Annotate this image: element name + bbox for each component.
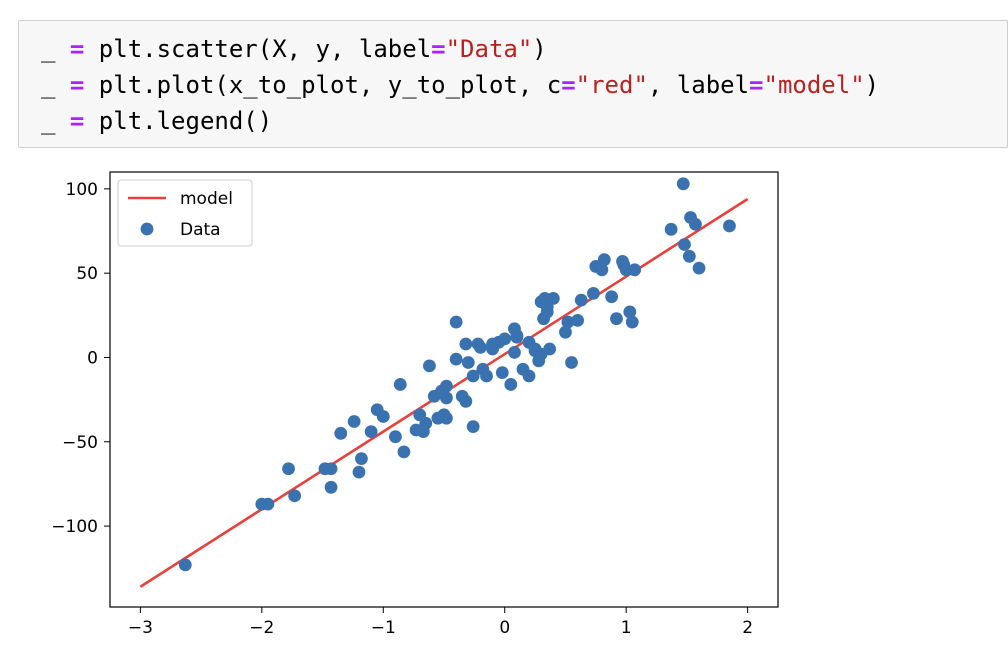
data-point [723,219,736,233]
code-line: _ = plt.legend() [41,103,272,139]
assign-operator: = [69,71,85,99]
data-point [282,462,295,476]
code-token: ) [864,71,880,99]
data-point [510,330,524,344]
assign-operator: = [69,35,85,63]
code-line: _ = plt.scatter(X, y, label="Data") [41,31,547,67]
data-point [178,558,192,572]
data-point [459,394,473,408]
data-point [504,378,518,391]
x-tick-label: −2 [249,618,274,638]
data-point [543,342,557,356]
code-token: , label [647,71,750,99]
data-point [466,420,480,433]
data-point [324,462,338,476]
x-tick-label: −1 [371,618,396,638]
data-point [623,305,637,319]
legend-label-data: Data [180,220,221,240]
data-point [347,415,361,428]
x-tick-label: 1 [621,618,632,638]
data-point [440,379,453,393]
data-point [376,410,390,423]
data-point [466,369,480,383]
data-point [586,286,600,300]
data-point [565,356,578,369]
assign-operator: = [69,107,85,135]
data-point [474,340,487,354]
x-tick-label: 0 [499,618,510,638]
data-point [324,480,338,494]
data-point [689,217,702,231]
axis-ticks: −3 −2 −1 0 1 2 −100 −50 0 50 100 [51,180,753,638]
legend-label-model: model [180,189,233,209]
y-tick-label: 0 [87,348,98,368]
code-token: plt.scatter(X, y, label [84,35,432,63]
data-point [440,411,453,425]
data-point [352,465,366,479]
data-point [423,359,436,373]
legend: model Data [117,179,253,247]
code-token: _ [41,71,70,99]
y-tick-label: 100 [66,180,98,200]
data-point [574,293,588,307]
data-point [508,346,521,359]
string-literal: "model" [763,71,865,99]
data-point [522,369,536,383]
code-token: plt.plot(x_to_plot, y_to_plot, c [84,71,562,99]
data-point [597,253,611,267]
y-tick-label: −50 [62,433,98,453]
y-tick-label: 50 [76,264,98,284]
scatter-plot: −3 −2 −1 0 1 2 −100 −50 0 50 100 model Data [51,171,779,638]
data-point [261,497,275,511]
data-point [605,290,619,304]
data-point [559,325,572,339]
data-point [440,391,453,405]
data-point [664,222,678,236]
data-point [678,238,691,251]
data-point [480,369,493,383]
data-point [449,315,463,329]
code-token: plt.legend() [84,107,273,135]
data-point [389,430,402,444]
y-tick-label: −100 [51,517,98,537]
data-point [495,366,509,380]
string-literal: "red" [575,71,648,99]
data-point [449,352,463,366]
data-point [561,315,575,329]
data-point [355,452,368,466]
code-token: _ [41,107,70,135]
code-token: _ [41,35,70,63]
data-point [334,426,348,440]
data-point [682,249,696,263]
data-point [571,313,584,327]
data-point [459,337,473,351]
data-point [625,315,639,329]
data-point [364,425,378,439]
data-point [288,489,302,503]
data-point [540,305,554,319]
data-point [628,263,642,277]
code-token: ) [532,35,547,63]
legend-marker-swatch [140,222,154,236]
code-cell[interactable]: _ = plt.scatter(X, y, label="Data") _ = … [18,20,1008,148]
data-point [397,445,411,459]
data-point [546,292,560,305]
data-point [676,177,690,191]
assign-operator: = [431,35,446,63]
data-point [610,312,623,326]
x-tick-label: 2 [742,618,753,638]
x-tick-label: −3 [128,618,153,638]
data-point [461,356,475,369]
data-point [595,263,609,277]
plot-area [139,177,749,588]
data-point [419,416,433,430]
data-point [393,378,407,391]
code-line: _ = plt.plot(x_to_plot, y_to_plot, c="re… [41,67,879,103]
assign-operator: = [561,71,576,99]
axes-frame [109,171,779,608]
data-point [692,261,706,275]
string-literal: "Data" [445,35,533,63]
assign-operator: = [749,71,764,99]
data-point [498,332,512,346]
